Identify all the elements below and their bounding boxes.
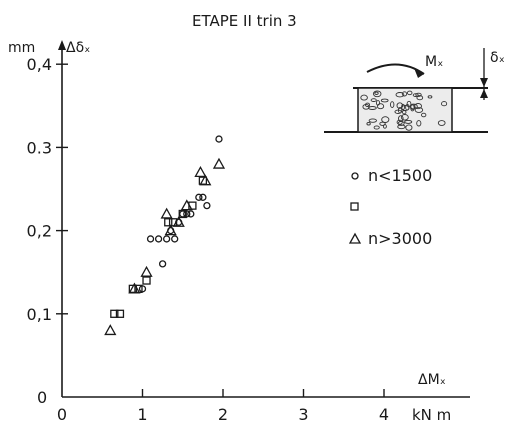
data-point-triangle (140, 265, 153, 277)
aggregate-particle (421, 112, 427, 118)
data-point-triangle (104, 324, 117, 336)
chart-title: ETAPE II trin 3 (192, 12, 297, 30)
aggregate-particle (394, 109, 402, 114)
x-axis-unit: kN m (412, 406, 451, 424)
aggregate-particle (372, 90, 382, 98)
aggregate-particle (412, 93, 419, 97)
aggregate-particle (416, 120, 422, 127)
y-axis-label: Δδₓ (66, 40, 90, 56)
displacement-arrow-up (480, 89, 488, 98)
data-point-circle (162, 235, 171, 243)
data-point-square (115, 309, 125, 318)
x-tick-label: 2 (218, 405, 228, 424)
aggregate-particle (362, 103, 370, 110)
data-point-square (142, 276, 151, 285)
moment-label: Mₓ (425, 54, 443, 70)
aggregate-particle (437, 120, 446, 126)
concrete-block (357, 87, 453, 133)
aggregate-particle (400, 114, 409, 121)
data-point-circle (158, 260, 167, 268)
x-tick-label: 0 (57, 405, 67, 424)
data-point-square (178, 209, 187, 219)
data-point-triangle (212, 157, 226, 169)
data-point-triangle (160, 207, 173, 219)
x-axis-label: ΔMₓ (418, 372, 446, 388)
aggregate-particle (416, 95, 424, 101)
data-point-circle (199, 193, 207, 201)
legend-marker-triangle (348, 232, 362, 244)
y-tick-label: 0.3 (27, 138, 52, 157)
legend-marker-circle (351, 172, 359, 180)
moment-arrow (366, 63, 425, 75)
legend: n<1500 n>3000 (348, 166, 432, 248)
aggregate-particle (368, 118, 377, 123)
data-point-circle (187, 210, 195, 218)
data-point-triangle (180, 199, 193, 211)
y-axis-arrow (58, 40, 66, 50)
data-point-circle (154, 235, 163, 243)
moment-arrow-head (414, 68, 424, 78)
legend-label-circle: n<1500 (368, 166, 432, 185)
x-tick-label: 3 (298, 405, 308, 424)
aggregate-particle (414, 103, 422, 110)
data-point-circle (171, 235, 179, 243)
data-point-circle (195, 193, 203, 201)
data-point-triangle (194, 166, 207, 178)
aggregate-particle (382, 124, 387, 129)
aggregate-particle (375, 100, 381, 106)
data-points (104, 135, 226, 336)
aggregate-particle (390, 101, 395, 108)
legend-label-triangle: n>3000 (368, 229, 432, 248)
aggregate-particle (396, 119, 403, 125)
aggregate-particle (427, 95, 433, 99)
aggregate-particle (414, 107, 424, 113)
aggregate-particle (370, 98, 377, 102)
data-point-triangle (164, 224, 177, 236)
aggregate-particle (401, 105, 410, 111)
specimen-diagram: Mₓ δₓ (324, 48, 505, 133)
aggregate-particle (401, 91, 408, 97)
aggregate-particle (404, 119, 413, 124)
axis-ticks: 0 1 2 3 4 0,1 0,2 0.3 0,4 (27, 55, 390, 424)
aggregate-particle (405, 124, 413, 131)
aggregate-particle (398, 115, 404, 122)
x-tick-label: 1 (137, 405, 147, 424)
aggregate-particle (380, 98, 389, 103)
data-point-square (164, 218, 173, 227)
aggregate-particle (373, 125, 380, 130)
y-tick-label: 0,4 (27, 55, 52, 74)
data-point-circle (146, 235, 155, 243)
aggregate-particle (406, 90, 413, 96)
aggregate-particle (366, 121, 371, 126)
aggregate-texture (360, 90, 448, 131)
data-point-circle (215, 135, 223, 143)
data-point-triangle (199, 174, 212, 186)
y-tick-label: 0,1 (27, 305, 52, 324)
displacement-arrow-down (480, 78, 488, 87)
aggregate-particle (415, 92, 422, 97)
aggregate-particle (364, 102, 371, 107)
data-point-square (110, 309, 119, 318)
data-point-circle (203, 201, 211, 210)
aggregate-particle (360, 94, 368, 101)
data-point-triangle (172, 215, 185, 227)
aggregate-particle (381, 116, 390, 123)
aggregate-particle (374, 91, 379, 95)
data-point-triangle (128, 282, 141, 294)
aggregate-particle (410, 104, 415, 112)
legend-marker-square (350, 202, 359, 211)
displacement-label: δₓ (490, 50, 505, 66)
aggregate-particle (376, 103, 385, 110)
aggregate-particle (441, 101, 448, 107)
origin-label: 0 (37, 388, 47, 407)
x-tick-label: 4 (379, 405, 389, 424)
aggregate-particle (395, 92, 405, 98)
y-axis-unit: mm (8, 40, 35, 56)
y-tick-label: 0,2 (27, 222, 52, 241)
aggregate-particle (397, 124, 406, 130)
